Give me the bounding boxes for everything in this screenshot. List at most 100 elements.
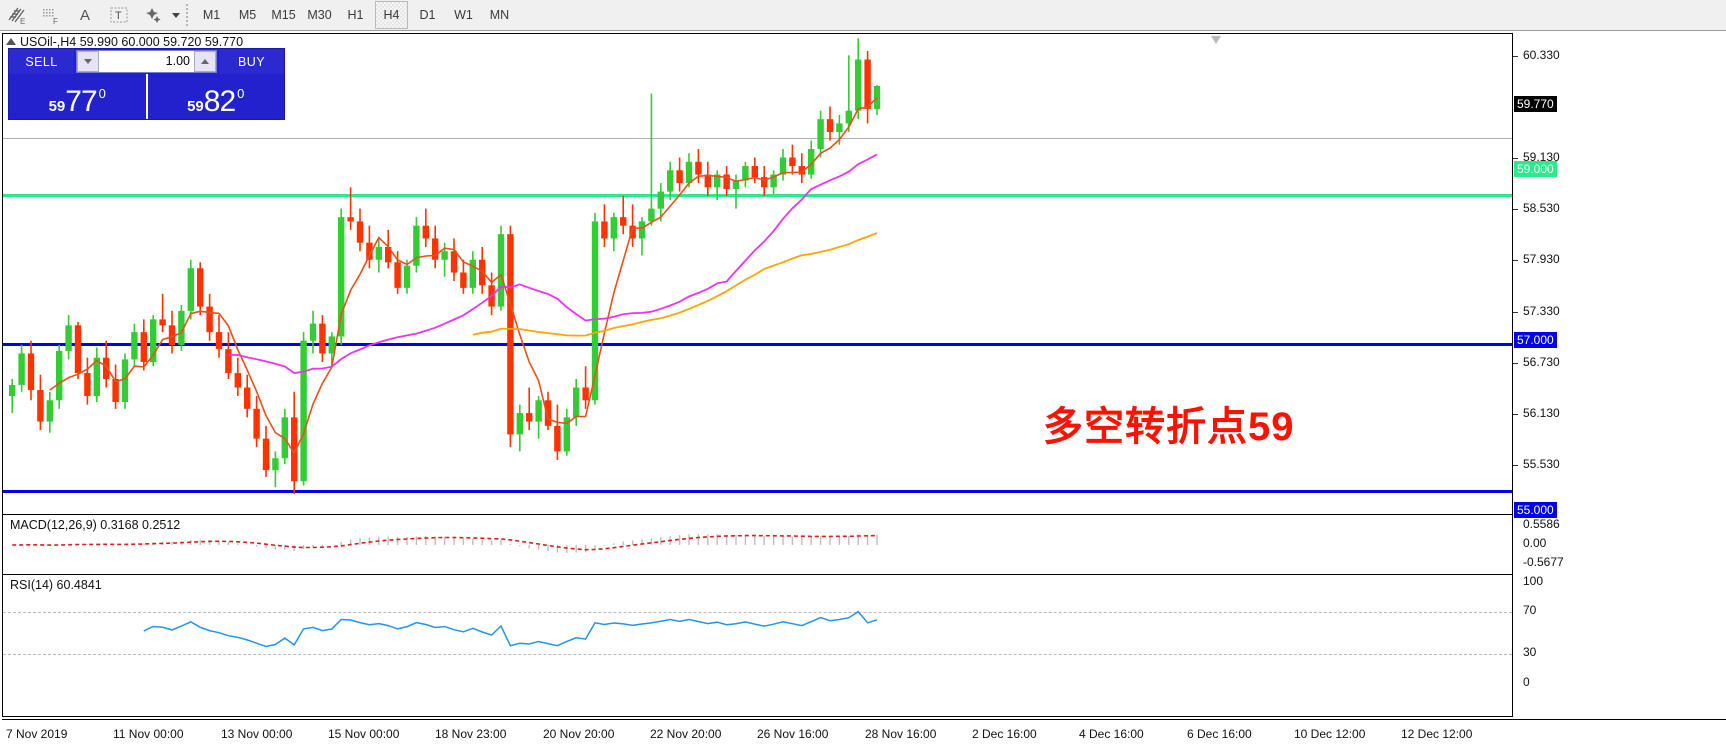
price-tick-label: 56.130 (1523, 405, 1560, 420)
support-line-57 (3, 343, 1512, 346)
time-tick-label: 7 Nov 2019 (6, 727, 68, 741)
volume-stepper[interactable]: 1.00 (76, 50, 217, 73)
price-tick (1513, 464, 1518, 466)
volume-increase-icon[interactable] (194, 51, 216, 72)
objects-icon[interactable] (136, 2, 170, 29)
time-tick-label: 6 Dec 16:00 (1187, 727, 1252, 741)
timeframe-m15[interactable]: M15 (271, 8, 296, 22)
time-tick-label: 12 Dec 12:00 (1401, 727, 1473, 741)
timeframe-bar: M1 M5 M15 M30 H1 H4 D1 W1 MN (195, 1, 519, 29)
timeframe-m30[interactable]: M30 (307, 8, 332, 22)
price-tick (1513, 209, 1518, 211)
timeframe-m5[interactable]: M5 (238, 8, 257, 22)
timeframe-h4[interactable]: H4 (375, 1, 408, 29)
objects-dropdown-icon[interactable] (172, 12, 180, 18)
rsi-series (143, 610, 878, 648)
text-icon[interactable]: A (79, 6, 90, 24)
rsi-level-30 (3, 654, 1512, 655)
chart-annotation: 多空转折点59 (1043, 405, 1295, 449)
price-tag-57-000: 57.000 (1514, 331, 1557, 348)
sell-button[interactable]: SELL (9, 49, 74, 74)
sell-price[interactable]: 59 77 0 (9, 74, 146, 119)
support-line-59 (3, 194, 1512, 197)
price-tick-label: 57.330 (1523, 303, 1560, 318)
collapse-triangle-icon[interactable] (6, 38, 16, 45)
timeframe-d1[interactable]: D1 (419, 8, 436, 22)
time-tick-label: 13 Nov 00:00 (221, 727, 293, 741)
time-tick-label: 15 Nov 00:00 (328, 727, 400, 741)
buy-price-fraction: 0 (237, 86, 245, 101)
macd-axis-label: 0.5586 (1523, 517, 1560, 531)
buy-price-main: 82 (203, 85, 236, 118)
one-click-trading-panel[interactable]: SELL 1.00 BUY 59 77 0 59 82 0 (8, 48, 285, 120)
main-toolbar: E F A T (0, 0, 1726, 31)
time-tick-label: 10 Dec 12:00 (1294, 727, 1366, 741)
grid-icon[interactable]: F (34, 2, 68, 29)
price-tag-59-000: 59.000 (1514, 161, 1557, 178)
price-axis[interactable]: 60.330 59.130 58.530 57.930 57.330 56.730 56.1… (1513, 33, 1726, 717)
trade-prices-row: 59 77 0 59 82 0 (9, 74, 284, 119)
time-tick-label: 11 Nov 00:00 (113, 727, 184, 741)
rsi-axis-label: 100 (1523, 574, 1544, 588)
support-line-55 (3, 490, 1512, 493)
price-tick (1513, 311, 1518, 313)
timeframe-m1[interactable]: M1 (202, 8, 221, 22)
rsi-axis-label: 70 (1523, 603, 1537, 617)
buy-price[interactable]: 59 82 0 (145, 74, 285, 119)
price-tick-label: 60.330 (1523, 48, 1560, 62)
price-chart-plot[interactable]: 多空转折点59 MACD(12,26,9) 0.3168 0.2512 RSI(… (2, 33, 1513, 717)
time-tick-label: 18 Nov 23:00 (435, 727, 507, 741)
price-tick-label: 57.930 (1523, 252, 1560, 267)
toolbar-separator (186, 4, 189, 26)
timeframe-h1[interactable]: H1 (347, 8, 364, 22)
candlestick-series (9, 38, 881, 494)
indicators-icon[interactable]: E (0, 2, 34, 29)
macd-axis-label: 0.00 (1523, 536, 1547, 550)
timeframe-w1[interactable]: W1 (454, 8, 473, 22)
macd-panel-separator (3, 514, 1512, 515)
macd-axis-label: -0.5677 (1523, 555, 1564, 569)
price-tick-label: 59.130 (1523, 150, 1560, 165)
rsi-axis-label: 30 (1523, 645, 1537, 659)
price-tick (1513, 260, 1518, 262)
sell-price-fraction: 0 (98, 86, 106, 101)
rsi-level-70 (3, 612, 1512, 613)
chart-frame: 多空转折点59 MACD(12,26,9) 0.3168 0.2512 RSI(… (0, 31, 1726, 751)
sell-price-integer: 59 (48, 98, 66, 115)
price-tick (1513, 413, 1518, 415)
price-tick (1513, 158, 1518, 160)
price-tick-label: 55.530 (1523, 456, 1560, 471)
timeframe-mn[interactable]: MN (489, 8, 510, 22)
price-tag-59-770: 59.770 (1514, 95, 1557, 112)
price-tick-label: 58.530 (1523, 201, 1560, 216)
macd-series (12, 534, 878, 553)
symbol-quote-text: USOil-,H4 59.990 60.000 59.720 59.770 (20, 35, 244, 49)
price-tick-label: 56.730 (1523, 354, 1560, 369)
buy-price-integer: 59 (187, 98, 204, 115)
rsi-panel-separator (3, 574, 1512, 575)
price-tag-55-000: 55.000 (1514, 502, 1557, 519)
volume-input[interactable]: 1.00 (99, 51, 194, 72)
time-tick-label: 20 Nov 20:00 (543, 727, 615, 741)
trade-controls-row: SELL 1.00 BUY (9, 49, 284, 74)
time-tick-label: 28 Nov 16:00 (865, 727, 937, 741)
price-tick (1513, 56, 1518, 57)
time-tick-label: 4 Dec 16:00 (1079, 727, 1144, 741)
sell-price-main: 77 (65, 85, 97, 118)
price-tick (1513, 362, 1518, 364)
svg-text:F: F (53, 17, 58, 25)
svg-text:T: T (115, 10, 122, 22)
time-tick-label: 22 Nov 20:00 (650, 727, 722, 741)
rsi-label: RSI(14) 60.4841 (10, 578, 102, 592)
symbol-quote-line: USOil-,H4 59.990 60.000 59.720 59.770 (6, 35, 243, 49)
time-tick-label: 26 Nov 16:00 (757, 727, 829, 741)
bid-price-line (3, 138, 1512, 139)
buy-button[interactable]: BUY (219, 49, 284, 74)
volume-decrease-icon[interactable] (77, 51, 99, 72)
text-label-icon[interactable]: T (102, 2, 136, 29)
time-axis[interactable]: 7 Nov 2019 11 Nov 00:00 13 Nov 00:00 15 Nov… (2, 719, 1726, 749)
rsi-axis-label: 0 (1523, 675, 1530, 689)
chart-pointer-icon (1211, 36, 1221, 44)
svg-text:E: E (20, 17, 25, 25)
macd-label: MACD(12,26,9) 0.3168 0.2512 (10, 518, 181, 532)
